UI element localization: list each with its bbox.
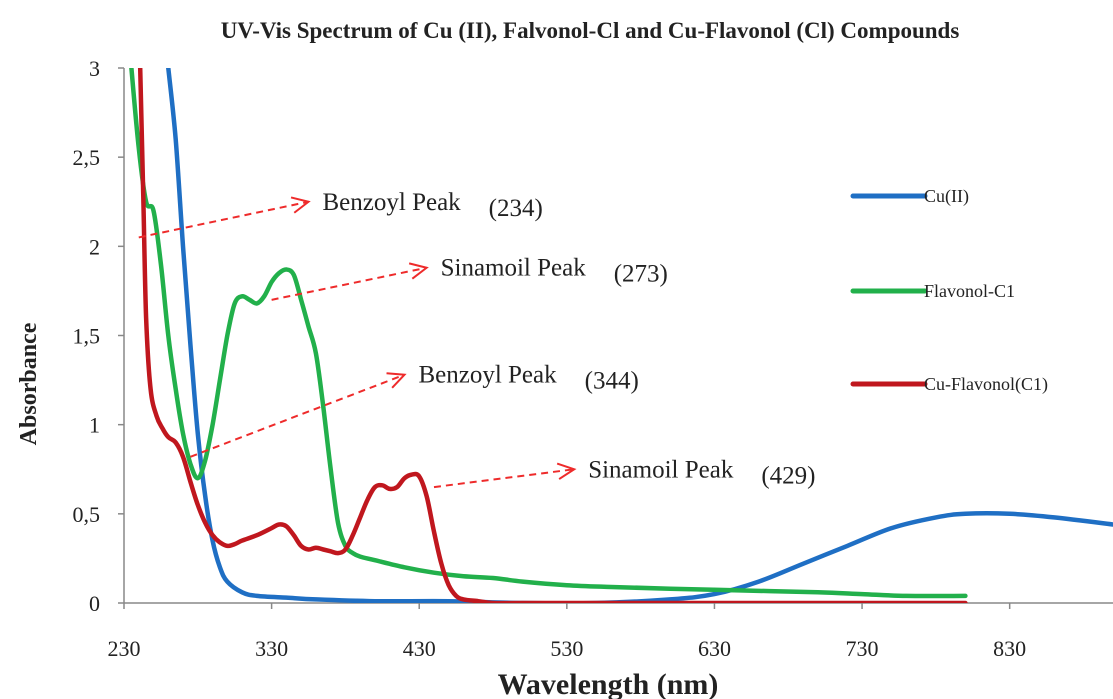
annotation-2: Sinamoil Peak (273) [271,255,668,301]
series-lines [129,68,1113,603]
x-tick-label: 830 [993,636,1026,661]
annotation-value: (429) [761,462,815,489]
x-tick-label: 430 [403,636,436,661]
x-tick-label: 730 [846,636,879,661]
annotation-value: (234) [489,195,543,222]
legend-label-cu-flavonol: Cu-Flavonol(C1) [924,374,1048,395]
legend-label-cu-ii: Cu(II) [924,186,969,207]
legend-entry-cu-flavonol: Cu-Flavonol(C1) [850,374,1048,395]
annotation-label: Benzoyl Peak [418,362,557,389]
y-tick-label: 3 [89,56,100,81]
x-tick-label: 230 [108,636,141,661]
y-tick-label: 0 [89,591,100,616]
y-axis-title: Absorbance [16,322,42,445]
legend: Cu(II) Flavonol-C1 Cu-Flavonol(C1) [850,186,1048,395]
series-cu-flavonol-line [137,68,968,603]
annotation-arrow-head [556,462,577,480]
annotation-arrow-head [290,196,311,214]
series-cu-ii-line [166,68,1113,603]
legend-entry-flavonol: Flavonol-C1 [850,281,1015,301]
y-tick-label: 2 [89,234,100,259]
annotation-label: Sinamoil Peak [441,255,587,282]
x-tick-label: 330 [255,636,288,661]
annotation-3: Benzoyl Peak (344) [190,362,639,458]
annotation-1: Benzoyl Peak (234) [138,189,543,239]
y-tick-label: 1 [89,413,100,438]
legend-label-flavonol: Flavonol-C1 [924,281,1015,301]
y-tick-label: 0,5 [73,502,101,527]
y-tick-label: 1,5 [73,324,101,349]
annotation-arrow-head [386,372,407,389]
annotation-4: Sinamoil Peak (429) [433,456,816,489]
annotation-label: Benzoyl Peak [323,189,462,216]
x-tick-label: 630 [698,636,731,661]
annotation-arrow-line [433,468,575,489]
y-tick-label: 2,5 [73,145,101,170]
annotation-arrow-line [271,266,427,301]
tick-labels: 230 330 430 530 630 730 830 0 0,5 1 1,5 2 2,5 3 [73,56,1027,661]
x-tick-label: 530 [550,636,583,661]
annotation-arrow-head [408,262,429,280]
series-flavonol-line [129,68,968,599]
x-axis-title: Wavelength (nm) [498,668,719,699]
annotation-value: (273) [614,261,668,288]
annotation-arrow-line [190,373,405,458]
legend-entry-cu-ii: Cu(II) [850,186,969,207]
annotation-arrow-line [138,200,309,239]
annotation-value: (344) [585,368,639,395]
annotations: Benzoyl Peak (234) Sinamoil Peak (273) Benzo… [138,189,816,489]
chart-title: UV-Vis Spectrum of Cu (II), Falvonol-Cl … [221,18,960,43]
axes [123,68,1113,604]
annotation-label: Sinamoil Peak [588,456,734,483]
